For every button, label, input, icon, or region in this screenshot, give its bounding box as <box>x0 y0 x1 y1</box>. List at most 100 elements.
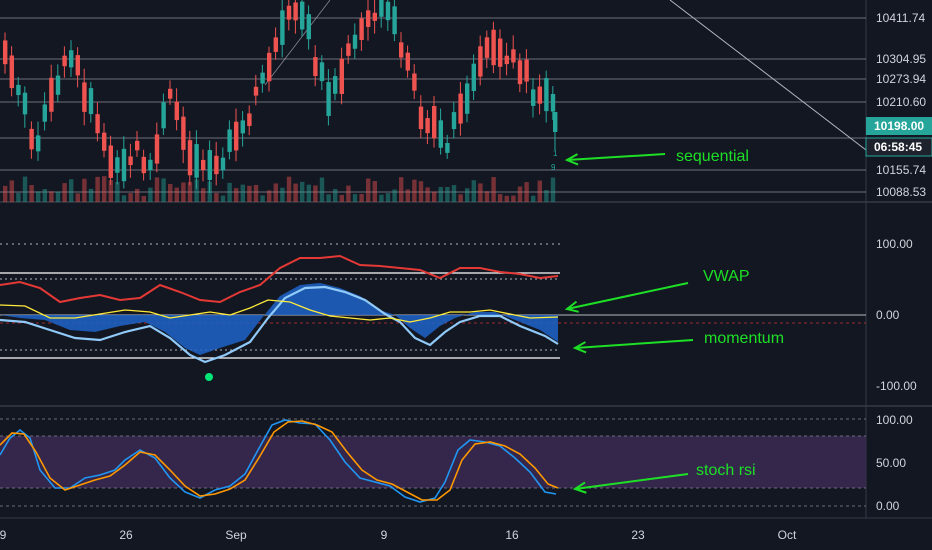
time-tick-label: 23 <box>631 528 645 542</box>
annotation-layer: sequential VWAP momentum stoch rsi <box>564 148 784 494</box>
candle-body <box>491 29 496 66</box>
sequential-arrow <box>566 153 666 161</box>
candle-body <box>3 40 8 65</box>
candle-body <box>49 77 54 112</box>
countdown-badge <box>865 137 932 157</box>
candle-body <box>128 156 133 166</box>
candle-body <box>550 93 556 112</box>
candle-body <box>201 159 206 171</box>
stoch-d-line <box>0 420 559 501</box>
candle-body <box>247 113 252 126</box>
volume-bar <box>88 188 94 202</box>
annotation-vwap: VWAP <box>703 268 750 285</box>
candle-body <box>69 50 74 68</box>
candle-body <box>293 2 298 21</box>
candle-body <box>102 132 107 151</box>
volume-bar <box>399 177 404 202</box>
volume-bar <box>418 181 424 202</box>
trend-line <box>264 0 331 86</box>
candle-body <box>392 6 397 35</box>
current-price-badge <box>866 117 932 135</box>
candle-body <box>537 86 542 104</box>
candle-body <box>62 55 67 67</box>
candle-body <box>359 18 364 40</box>
volume-bar <box>451 185 457 202</box>
volume-bar <box>128 193 133 202</box>
volume-bar <box>524 182 529 202</box>
vwap-arrow-head <box>564 300 579 313</box>
volume-bar <box>339 194 344 202</box>
volume-bar <box>300 181 305 202</box>
stoch-band <box>0 436 866 488</box>
stoch-tick-label: 0.00 <box>876 499 900 513</box>
candle-body <box>115 157 120 173</box>
candle-body <box>187 140 193 176</box>
volume-bar <box>531 195 536 202</box>
volume-bar <box>333 188 338 202</box>
momentum-line <box>0 285 559 364</box>
volume-bar <box>319 177 325 202</box>
candle-body <box>280 10 285 45</box>
candle-body <box>286 5 292 20</box>
osc-tick-label: -100.00 <box>876 379 917 393</box>
candle-body <box>95 114 100 134</box>
volume-bar <box>181 182 186 202</box>
candle-body <box>168 88 173 99</box>
volume-bar <box>82 178 87 202</box>
volume-bar <box>148 187 153 202</box>
volume-bar <box>168 183 173 202</box>
candle-body <box>326 82 331 116</box>
volume-bar <box>432 191 437 202</box>
candle-body <box>372 12 377 21</box>
volume-bar <box>359 194 364 202</box>
candle-body <box>319 62 325 82</box>
candle-body <box>88 88 94 115</box>
volume-bar <box>478 183 483 202</box>
candle-body <box>385 1 391 21</box>
volume-bar <box>366 178 371 202</box>
candle-body <box>55 75 61 95</box>
candle-body <box>498 38 503 67</box>
annotation-momentum: momentum <box>704 330 784 347</box>
volume-bar <box>280 187 285 202</box>
candle-body <box>214 155 219 175</box>
candle-body <box>366 10 371 27</box>
stoch-arrow-head <box>572 481 587 494</box>
signal-line <box>0 299 559 323</box>
candle-body <box>544 78 549 112</box>
time-tick-label: 26 <box>119 528 133 542</box>
time-tick-label: Sep <box>225 528 247 542</box>
stoch-tick-label: 100.00 <box>876 413 913 427</box>
volume-bar <box>102 176 107 202</box>
volume-bar <box>141 195 146 202</box>
momentum-arrow <box>574 339 694 349</box>
candle-body <box>36 135 41 152</box>
volume-bar <box>313 185 318 202</box>
time-tick-label: Oct <box>778 528 797 542</box>
candle-body <box>412 73 417 91</box>
momentum-arrow-head <box>572 341 587 354</box>
candle-body <box>121 148 127 182</box>
volume-bar <box>550 177 556 202</box>
candle-body <box>524 59 529 82</box>
volume-bar <box>267 190 272 202</box>
candle-body <box>511 49 516 63</box>
candle-body <box>313 57 318 76</box>
volume-bar <box>326 194 331 202</box>
price-tick-label: 10088.53 <box>876 185 926 199</box>
volume-bar <box>62 183 67 202</box>
volume-bar <box>504 195 509 202</box>
candle-body <box>194 144 199 178</box>
volume-bar <box>69 179 74 202</box>
volume-bar <box>306 184 311 202</box>
volume-bar <box>293 183 298 202</box>
volume-bar <box>161 178 166 202</box>
candle-body <box>553 112 558 132</box>
sequential-arrow-head <box>564 153 579 166</box>
candle-body <box>29 128 34 150</box>
volume-bar <box>95 176 100 202</box>
candle-body <box>333 76 338 94</box>
volume-bar <box>286 176 292 202</box>
oscillator-layer <box>0 254 559 381</box>
